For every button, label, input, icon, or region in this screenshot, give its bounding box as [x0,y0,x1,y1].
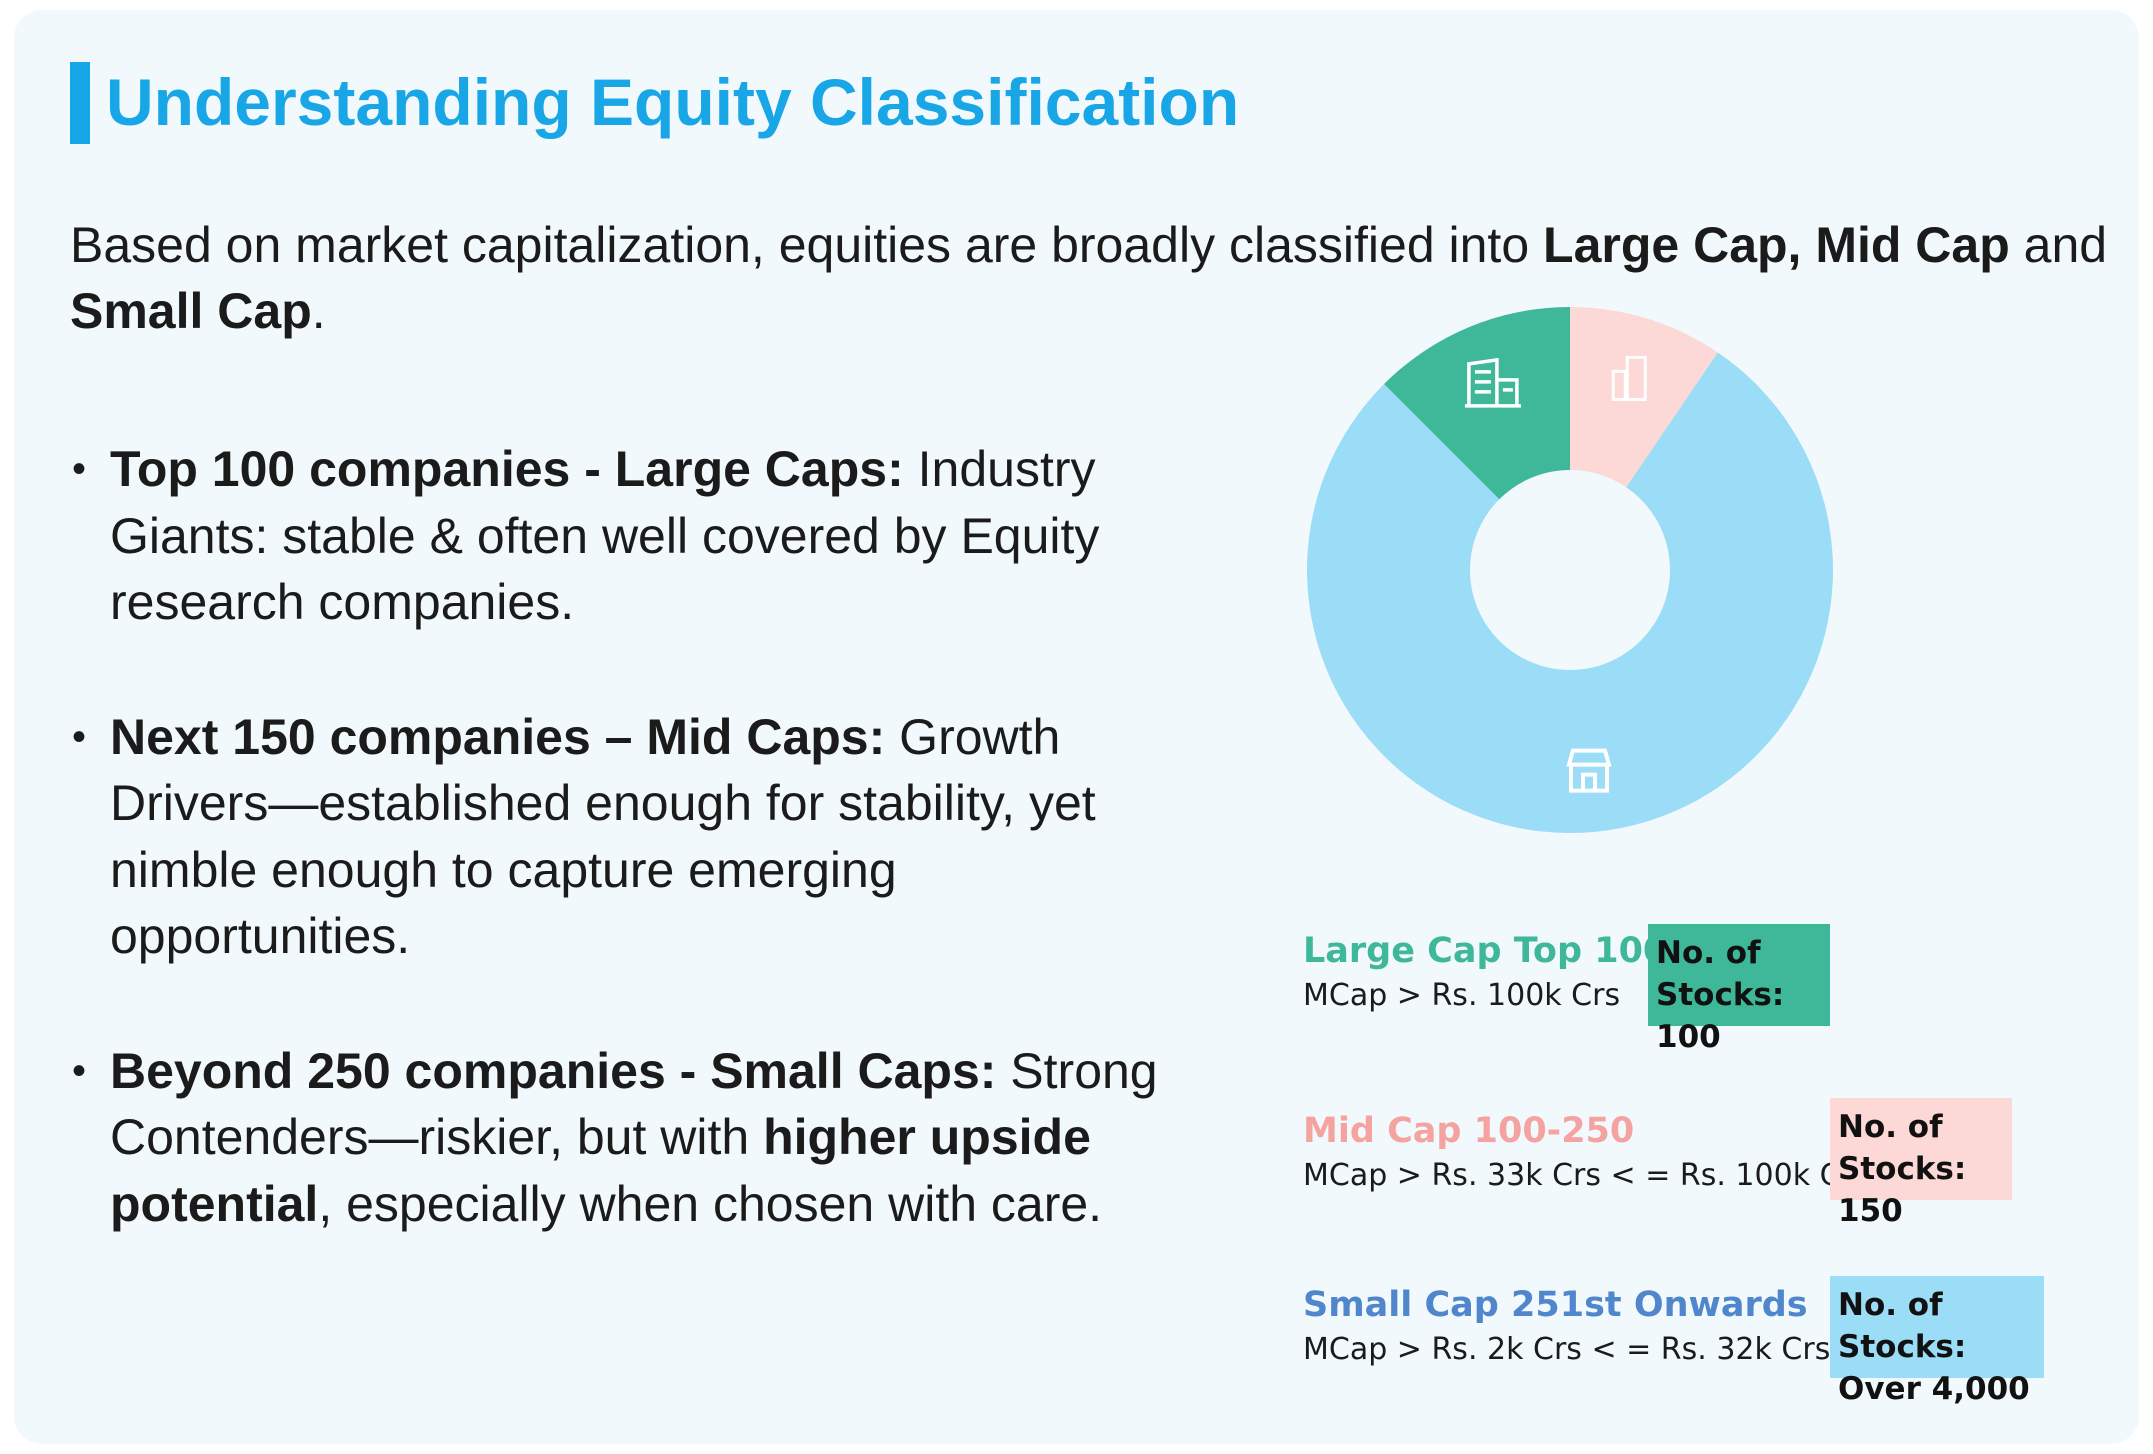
stock-count-line1: No. of [1838,1109,1943,1145]
stock-count-line2: Stocks: 150 [1838,1151,1967,1229]
classification-bullets: • Top 100 companies - Large Caps: Industr… [70,436,1200,1305]
donut-slice-large-cap [1384,307,1570,500]
bullet-dot-icon: • [72,447,87,491]
legend-title: Large Cap Top 100 [1303,931,1668,971]
legend-title: Small Cap 251st Onwards [1303,1285,1808,1325]
legend-title: Mid Cap 100-250 [1303,1111,1635,1151]
stock-count-line1: No. of Stocks: [1838,1287,1967,1365]
stock-count-line2: Over 4,000 [1838,1371,2030,1407]
intro-text-2: and [2009,217,2108,273]
title-accent-bar [70,62,90,144]
donut-slice-small-cap [1307,352,1833,833]
legend-stock-count-box: No. of Stocks: 150 [1830,1098,2012,1229]
bullet-text: Growth Drivers—established enough for st… [110,708,1096,965]
intro-paragraph: Based on market capitalization, equities… [70,212,2120,344]
bullet-mid-cap: • Next 150 companies – Mid Caps: Growth D… [70,704,1200,970]
infographic-card [14,10,2139,1444]
legend-subtitle: MCap > Rs. 100k Crs [1303,978,1621,1013]
intro-bold-1: Large Cap, Mid Cap [1543,217,2010,273]
intro-bold-2: Small Cap [70,283,312,339]
intro-text-1: Based on market capitalization, equities… [70,217,1544,273]
bullet-small-cap: • Beyond 250 companies - Small Caps: Stro… [70,1038,1200,1238]
bullet-heading: Next 150 companies – Mid Caps: [110,708,886,765]
legend-stock-count-box: No. of Stocks: Over 4,000 [1830,1276,2044,1407]
bullet-dot-icon: • [72,714,87,759]
bullet-text: Strong Contenders—riskier, but with [110,1042,1158,1166]
legend-subtitle: MCap > Rs. 33k Crs < = Rs. 100k Crs [1303,1158,1869,1193]
buildings-icon [1611,355,1647,401]
bullet-text: Industry Giants: stable & often well cov… [110,441,1100,630]
bullet-dot-icon: • [72,1048,87,1093]
legend-mid-cap: Mid Cap 100-250 MCap > Rs. 33k Crs < = R… [1303,1108,1869,1198]
legend-large-cap: Large Cap Top 100 MCap > Rs. 100k Crs [1303,928,1667,1018]
intro-text-3: . [311,283,326,339]
legend-stock-count-box: No. of Stocks: 100 [1648,924,1830,1055]
stock-count-line1: No. of [1656,935,1761,971]
bullet-large-cap: • Top 100 companies - Large Caps: Industr… [70,436,1200,636]
page-title: Understanding Equity Classification [106,65,1240,139]
stock-count-line2: Stocks: 100 [1656,977,1785,1055]
bullet-heading: Top 100 companies - Large Caps: [110,441,904,497]
storefront-icon [1566,748,1612,793]
legend-subtitle: MCap > Rs. 2k Crs < = Rs. 32k Crs [1303,1332,1831,1367]
market-cap-donut-chart [1307,307,1833,833]
legend-small-cap: Small Cap 251st Onwards MCap > Rs. 2k Cr… [1303,1282,1830,1372]
bullet-emphasis: higher upside potential [110,1109,1091,1232]
bullet-heading: Beyond 250 companies - Small Caps: [110,1042,997,1099]
bullet-text-end: , especially when chosen with care. [318,1175,1103,1232]
office-building-icon [1464,357,1521,408]
